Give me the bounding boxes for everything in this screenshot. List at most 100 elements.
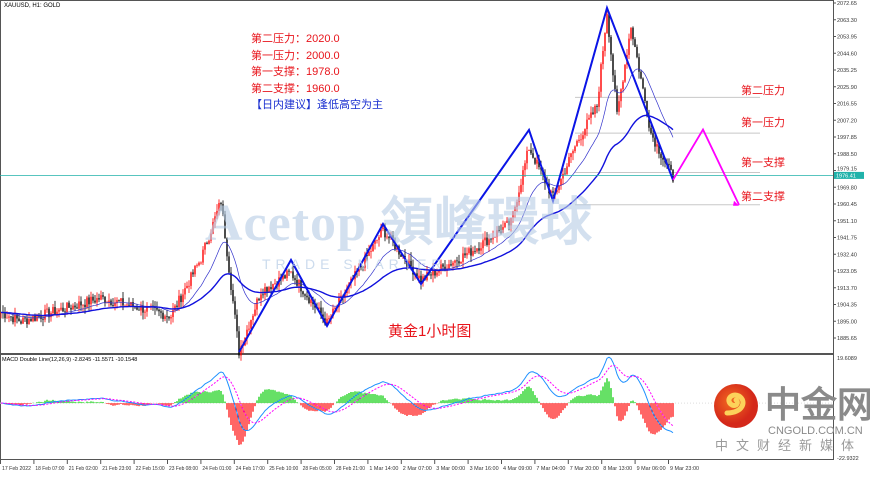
candle-body <box>12 316 14 323</box>
candle-body <box>512 211 514 218</box>
candle-body <box>432 269 434 276</box>
candle-body <box>586 119 588 130</box>
candle-body <box>526 150 528 164</box>
x-tick-label: 1 Mar 14:00 <box>369 466 398 472</box>
candle-body <box>70 307 72 310</box>
candle-body <box>644 88 646 101</box>
candle-body <box>662 157 664 160</box>
candle-body <box>192 272 194 275</box>
candle-body <box>272 283 274 290</box>
candle-body <box>326 318 328 325</box>
x-tick-label: 24 Feb 01:00 <box>202 466 231 472</box>
candle-body <box>46 308 48 310</box>
candle-body <box>186 285 188 289</box>
candle-body <box>322 314 324 319</box>
candle-body <box>108 300 110 303</box>
x-tick-label: 18 Feb 07:00 <box>35 466 64 472</box>
y-tick-label: 1979.15 <box>837 166 857 172</box>
candle-body <box>96 298 98 303</box>
note-line: 第一压力：2000.0 <box>251 49 340 62</box>
candle-body <box>98 298 100 300</box>
candle-body <box>464 253 466 256</box>
candle-body <box>606 14 608 34</box>
candle-body <box>416 273 418 279</box>
candle-body <box>656 144 658 147</box>
candle-body <box>308 297 310 304</box>
candle-body <box>62 307 64 312</box>
candle-body <box>254 309 256 316</box>
candle-body <box>584 129 586 136</box>
candle-body <box>632 27 634 40</box>
candle-body <box>602 50 604 65</box>
candle-body <box>16 314 18 319</box>
candle-body <box>232 289 234 302</box>
candle-body <box>384 227 386 238</box>
level-label: 第二支撑 <box>741 191 785 203</box>
candle-body <box>140 305 142 311</box>
candle-body <box>568 157 570 167</box>
macd-tick-label: 19.6089 <box>837 356 857 362</box>
candle-body <box>502 227 504 233</box>
candle-body <box>510 217 512 226</box>
candle-body <box>318 307 320 309</box>
candle-body <box>20 321 22 324</box>
candle-body <box>484 237 486 241</box>
candle-body <box>262 294 264 296</box>
candle-body <box>22 317 24 324</box>
candle-body <box>612 54 614 76</box>
candle-body <box>144 311 146 313</box>
candle-body <box>290 271 292 273</box>
macd-label: MACD Double Line(12,26,9) -2.8245 -11.55… <box>2 357 138 363</box>
candle-body <box>468 248 470 254</box>
x-tick-label: 25 Feb 10:00 <box>269 466 298 472</box>
candle-body <box>222 204 224 215</box>
candle-body <box>130 302 132 306</box>
candle-body <box>74 305 76 308</box>
candle-body <box>556 190 558 192</box>
candle-body <box>256 298 258 310</box>
candle-body <box>138 309 140 311</box>
candle-body <box>274 283 276 285</box>
candle-body <box>578 139 580 141</box>
candle-body <box>216 210 218 217</box>
candle-body <box>190 272 192 286</box>
candle-body <box>126 304 128 306</box>
y-tick-label: 1988.50 <box>837 152 857 158</box>
candle-body <box>590 112 592 118</box>
cngold-logo: 中金网 CNGOLD.COM.CN 中文财经新媒体 <box>713 383 870 453</box>
candle-body <box>394 241 396 250</box>
candle-body <box>670 164 672 170</box>
candle-body <box>530 149 532 154</box>
candle-body <box>240 346 242 356</box>
candle-body <box>146 306 148 312</box>
candle-body <box>594 105 596 114</box>
candle-body <box>454 260 456 263</box>
x-tick-label: 3 Mar 00:00 <box>436 466 465 472</box>
candle-body <box>458 261 460 264</box>
candle-body <box>604 33 606 51</box>
candle-body <box>18 318 20 322</box>
candle-body <box>522 170 524 185</box>
candle-body <box>650 127 652 134</box>
candle-body <box>24 317 26 319</box>
candle-body <box>514 206 516 212</box>
candle-body <box>36 315 38 321</box>
candle-body <box>128 304 130 306</box>
candle-body <box>420 275 422 283</box>
candle-body <box>94 300 96 303</box>
candle-body <box>480 248 482 251</box>
candle-body <box>364 254 366 268</box>
y-tick-label: 1885.65 <box>837 336 857 342</box>
candle-body <box>54 307 56 315</box>
candle-body <box>26 318 28 325</box>
candle-body <box>300 279 302 292</box>
zigzag-line <box>238 4 674 353</box>
candle-body <box>78 301 80 309</box>
y-tick-label: 2016.55 <box>837 102 857 108</box>
candle-body <box>642 78 644 89</box>
y-tick-label: 2035.25 <box>837 68 857 74</box>
candle-body <box>382 227 384 230</box>
candle-body <box>628 38 630 55</box>
candle-body <box>500 231 502 233</box>
